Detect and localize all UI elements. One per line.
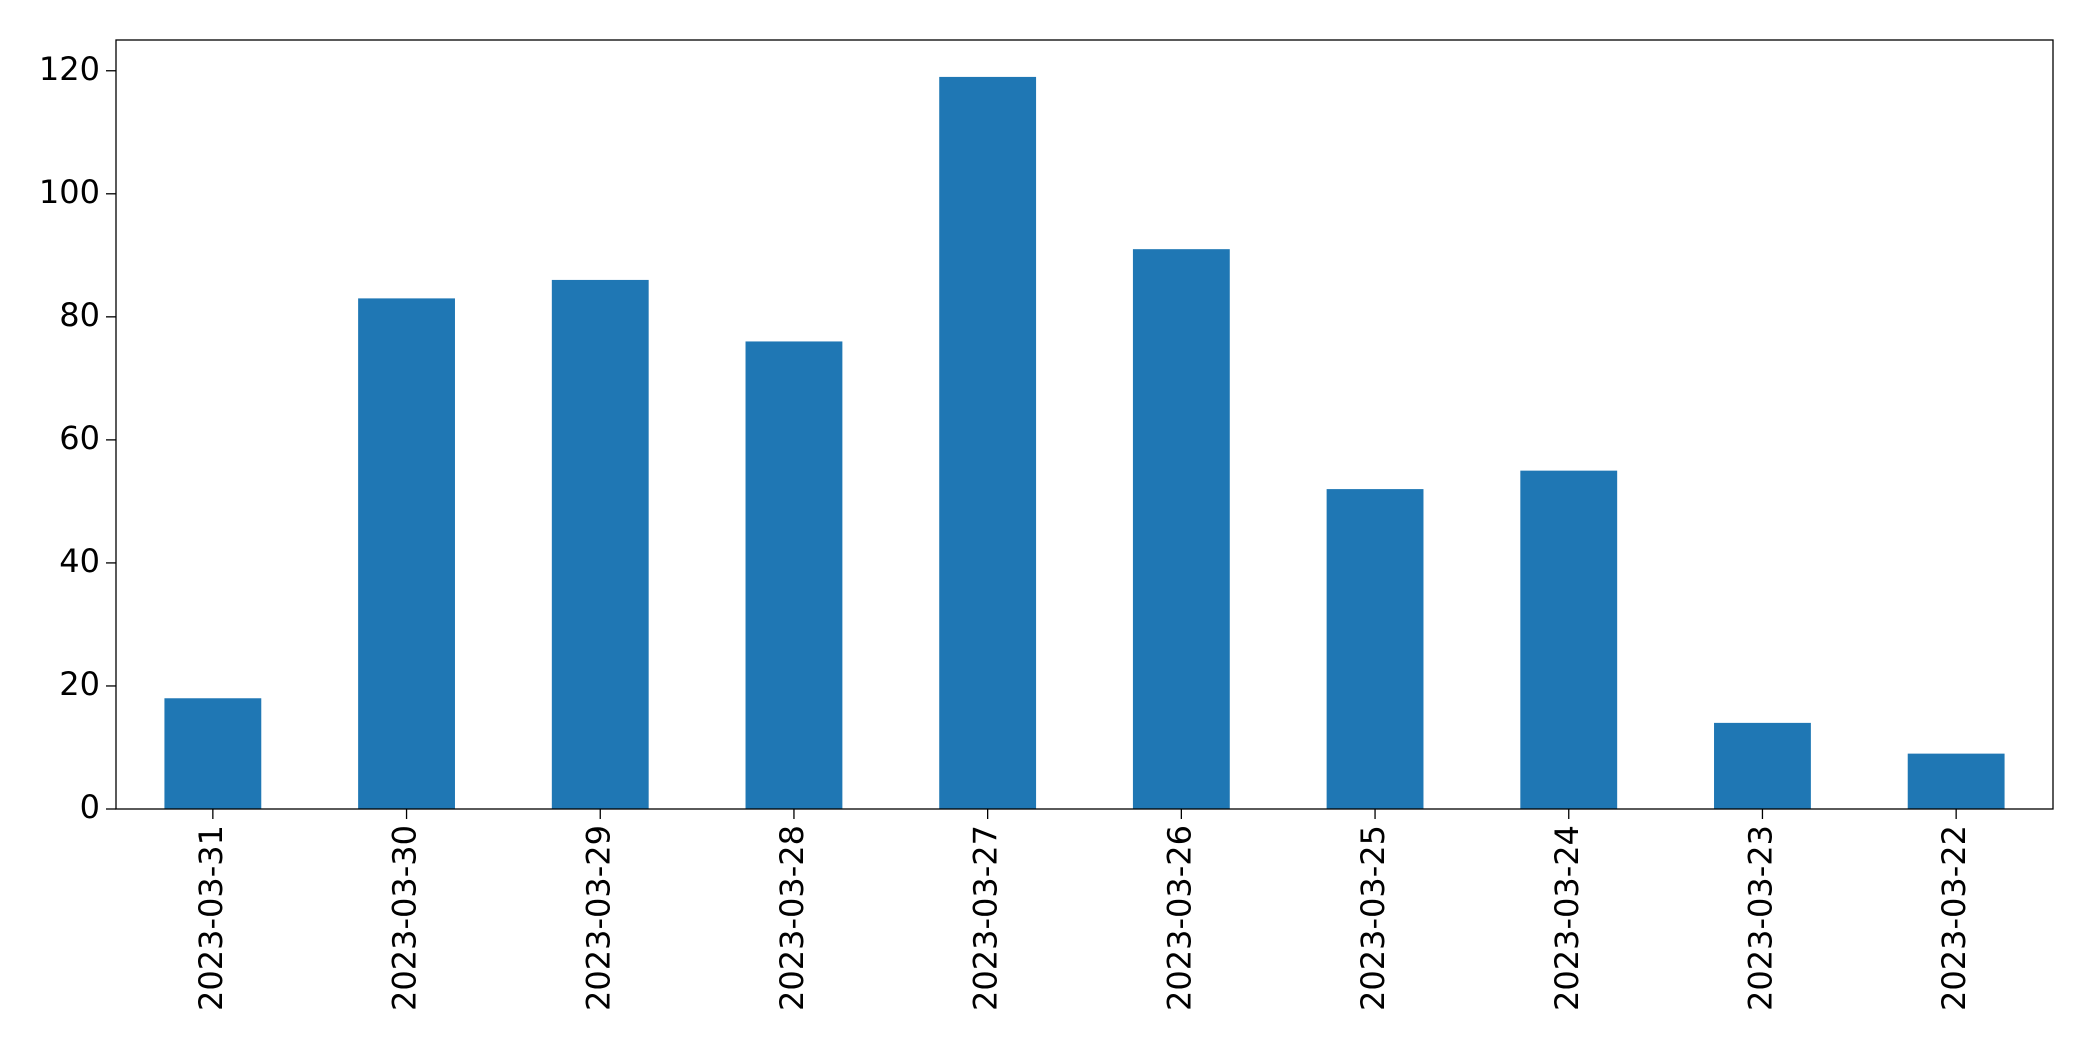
bar (164, 698, 262, 809)
x-tick-label: 2023-03-27 (967, 825, 1005, 1011)
bar (939, 76, 1037, 810)
bar (1326, 489, 1424, 809)
bar (1907, 753, 2005, 809)
bar (358, 298, 455, 809)
x-tick-label: 2023-03-30 (386, 825, 424, 1011)
y-tick-label: 80 (59, 296, 100, 334)
y-tick-label: 60 (59, 419, 100, 457)
plot-frame (115, 39, 2054, 810)
bar (1520, 470, 1618, 809)
x-tick-label: 2023-03-26 (1160, 825, 1198, 1011)
y-tick-label: 20 (59, 665, 100, 703)
y-tick-label: 120 (39, 50, 100, 88)
y-tick-label: 40 (59, 542, 100, 580)
x-tick-label: 2023-03-22 (1935, 825, 1973, 1011)
y-tick-label: 0 (80, 788, 100, 826)
x-tick-label: 2023-03-25 (1354, 825, 1392, 1011)
x-tick-label: 2023-03-23 (1741, 825, 1779, 1011)
x-tick-label: 2023-03-29 (579, 825, 617, 1011)
x-tick-label: 2023-03-28 (773, 825, 811, 1011)
bar (551, 279, 649, 810)
x-tick-label: 2023-03-24 (1548, 825, 1586, 1011)
bar (1132, 249, 1230, 810)
y-tick-label: 100 (39, 173, 100, 211)
x-tick-label: 2023-03-31 (192, 825, 230, 1011)
bar (745, 341, 843, 809)
bar (1714, 722, 1811, 809)
